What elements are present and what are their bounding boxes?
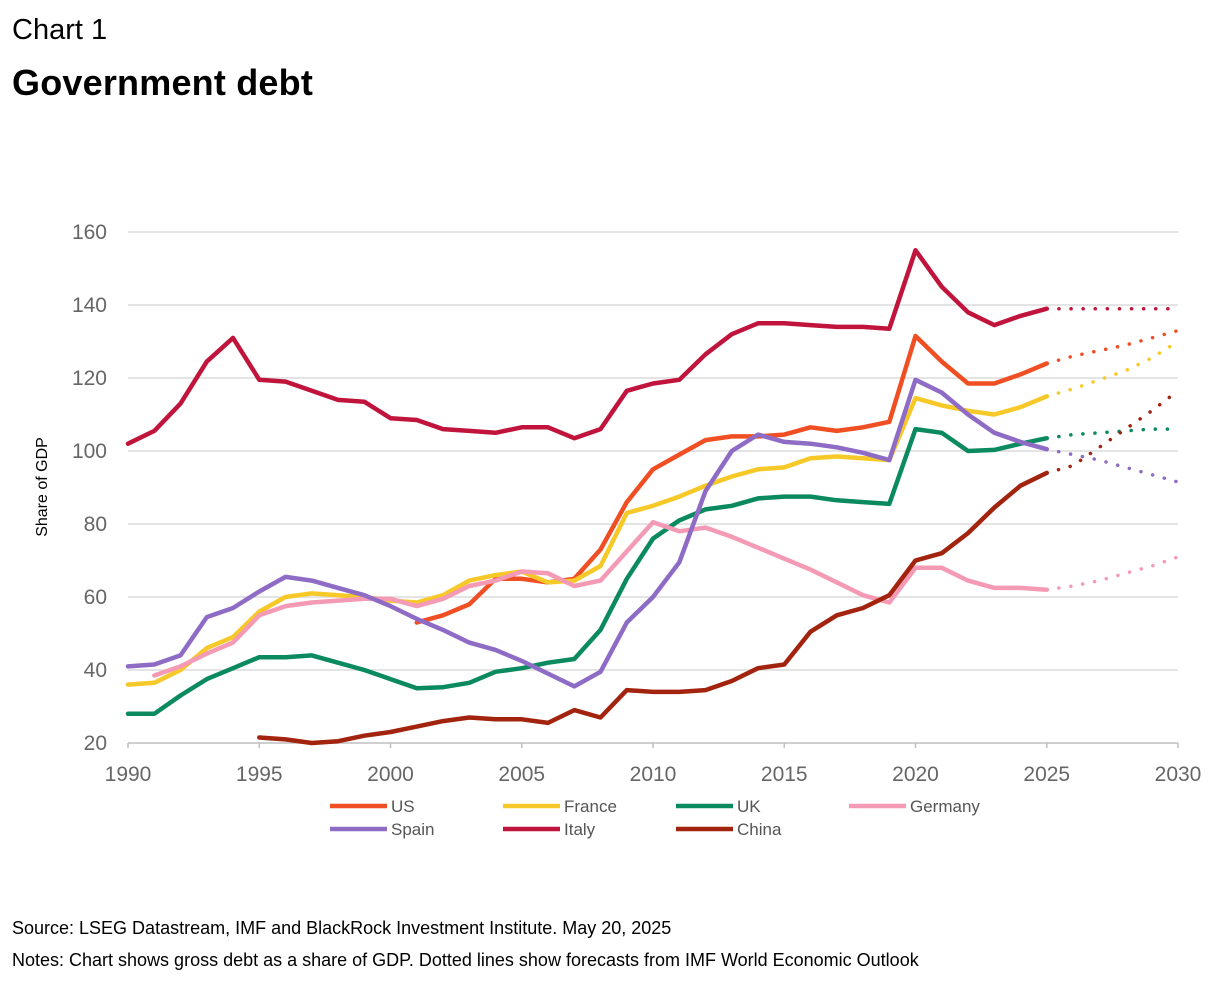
x-tick-label: 1990 <box>105 763 152 786</box>
y-axis-label: Share of GDP <box>34 437 51 537</box>
legend-label-france: France <box>564 797 617 816</box>
series-forecast-france <box>1045 339 1180 399</box>
x-tick-label: 2005 <box>498 763 545 786</box>
legend-label-uk: UK <box>737 797 761 816</box>
x-tick-label: 2015 <box>761 763 808 786</box>
y-tick-label: 40 <box>84 659 107 682</box>
notes: Notes: Chart shows gross debt as a share… <box>12 950 919 970</box>
legend: US France UK Germany Spain Italy China <box>330 797 980 839</box>
x-tick-label: 1995 <box>236 763 283 786</box>
series-line-spain <box>125 377 1050 689</box>
x-tick-label: 2020 <box>892 763 939 786</box>
series-line-china <box>257 470 1050 746</box>
legend-label-germany: Germany <box>910 797 980 816</box>
x-tick-label: 2025 <box>1023 763 1070 786</box>
y-tick-label: 140 <box>72 294 107 317</box>
y-tick-label: 80 <box>84 513 107 536</box>
chart-label: Chart 1 <box>12 14 108 46</box>
series-forecast-china <box>1045 389 1180 475</box>
series-line-us <box>414 333 1050 625</box>
y-tick-label: 160 <box>72 221 107 244</box>
y-tick-label: 20 <box>84 732 107 755</box>
y-tick-label: 60 <box>84 586 107 609</box>
legend-label-italy: Italy <box>564 820 596 839</box>
series-forecast-germany <box>1045 555 1180 592</box>
legend-label-us: US <box>391 797 415 816</box>
x-tick-label: 2010 <box>630 763 677 786</box>
x-tick-label: 2030 <box>1155 763 1202 786</box>
x-axis: 1990 1995 2000 2005 2010 2015 2020 2025 2030 <box>105 743 1202 786</box>
series-forecast-uk <box>1045 427 1180 440</box>
legend-label-spain: Spain <box>391 820 434 839</box>
y-axis: 20 40 60 80 100 120 140 160 <box>72 221 107 755</box>
series-lines <box>125 248 1180 746</box>
y-tick-label: 120 <box>72 367 107 390</box>
series-line-germany <box>152 519 1050 678</box>
legend-label-china: China <box>737 820 782 839</box>
source-note: Source: LSEG Datastream, IMF and BlackRo… <box>12 918 672 938</box>
chart-title: Government debt <box>12 62 314 103</box>
series-line-uk <box>125 426 1050 717</box>
series-line-italy <box>125 248 1050 446</box>
series-forecast-spain <box>1045 447 1180 484</box>
y-tick-label: 100 <box>72 440 107 463</box>
series-forecast-us <box>1045 328 1180 366</box>
x-tick-label: 2000 <box>367 763 414 786</box>
